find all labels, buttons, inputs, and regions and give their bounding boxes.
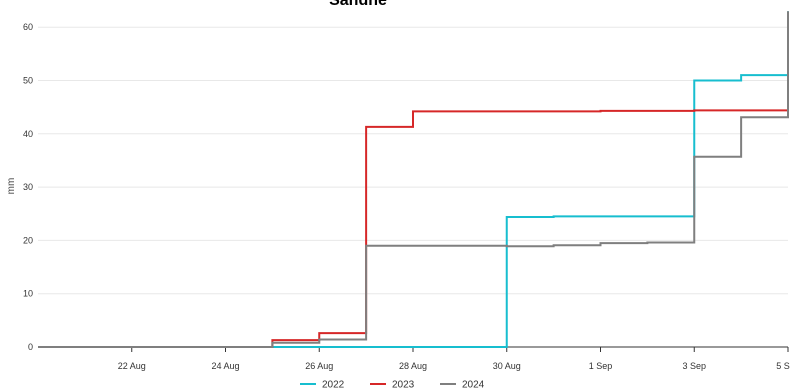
x-tick-label: 3 Sep — [682, 361, 706, 371]
y-axis-label: mm — [6, 178, 17, 195]
y-tick-label: 20 — [23, 235, 33, 245]
series-line-2023 — [38, 109, 788, 348]
grid — [38, 26, 788, 295]
y-tick-label: 50 — [23, 76, 33, 86]
legend-label-2022: 2022 — [322, 380, 345, 389]
y-tick-label: 60 — [23, 22, 33, 32]
y-tick-label: 0 — [28, 342, 33, 352]
legend: 2022 2023 2024 — [300, 380, 485, 389]
x-tick-label: 22 Aug — [118, 361, 146, 371]
x-tick-label: 1 Sep — [589, 361, 613, 371]
series-line-2022 — [38, 11, 789, 348]
axes: 0 10 20 30 40 50 60 22 Aug 24 Aug 26 Aug 28 Aug 30 … — [23, 22, 790, 371]
chart-title: Sandne — [329, 0, 387, 9]
series-lines — [38, 11, 789, 348]
x-tick-label: 26 Aug — [305, 361, 333, 371]
x-tick-label: 5 Sep — [776, 361, 790, 371]
legend-label-2024: 2024 — [462, 380, 485, 389]
series-line-2024 — [38, 11, 789, 348]
x-tick-label: 24 Aug — [211, 361, 239, 371]
legend-label-2023: 2023 — [392, 380, 415, 389]
y-tick-label: 10 — [23, 289, 33, 299]
y-tick-label: 30 — [23, 182, 33, 192]
y-tick-label: 40 — [23, 129, 33, 139]
x-tick-label: 28 Aug — [399, 361, 427, 371]
x-tick-label: 30 Aug — [493, 361, 521, 371]
